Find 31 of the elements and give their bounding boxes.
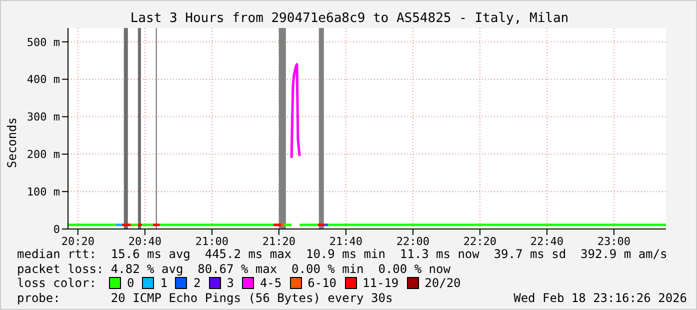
legend-label: 0 [127, 276, 134, 290]
text: median rtt: 15.6 ms avg 445.2 ms max 10.9 ms min 11.3 ms now 39.7 ms sd 392.9 m am/s [17, 247, 668, 262]
x-tick-label: 21:40 [329, 234, 362, 248]
y-tick-label: 100 m [26, 185, 60, 198]
legend-label: 1 [160, 276, 168, 290]
chart-title: Last 3 Hours from 290471e6a8c9 to AS54825 - Italy, Milan [129, 11, 570, 26]
y-tick-label: 300 m [26, 110, 60, 124]
legend-label: 11-19 [362, 276, 399, 290]
legend-label: 6-10 [308, 276, 337, 290]
y-tick-label: 200 m [26, 148, 60, 162]
y-tick-label: 500 m [26, 36, 60, 49]
x-tick-label: 22:40 [530, 234, 564, 248]
y-tick-label: 400 m [26, 73, 60, 86]
x-tick-label: 21:20 [262, 234, 296, 248]
x-tick-label: 23:00 [597, 234, 630, 248]
line-series [290, 63, 301, 160]
x-tick-label: 22:20 [463, 234, 496, 248]
legend-label: 3 [226, 276, 234, 290]
text: Wed Feb 18 23:16:26 2026 [514, 290, 687, 305]
x-tick-label: 20:40 [128, 234, 162, 248]
y-axis-title: Seconds [5, 117, 19, 168]
text: packet loss: 4.82 % avg 80.67 % max 0.00 % min 0.00 % now [17, 262, 452, 276]
legend-label: 20/20 [424, 276, 461, 290]
x-tick-label: 21:00 [195, 234, 228, 248]
y-tick-label: 0 [53, 222, 60, 236]
x-tick-label: 22:00 [396, 234, 430, 248]
legend-label: 4-5 [260, 276, 282, 290]
legend-title: loss color: [17, 276, 98, 290]
x-tick-label: 20:20 [61, 234, 94, 248]
legend-label: 2 [193, 276, 201, 290]
text: probe: 20 ICMP Echo Pings (56 Bytes) every 30s [17, 290, 393, 305]
